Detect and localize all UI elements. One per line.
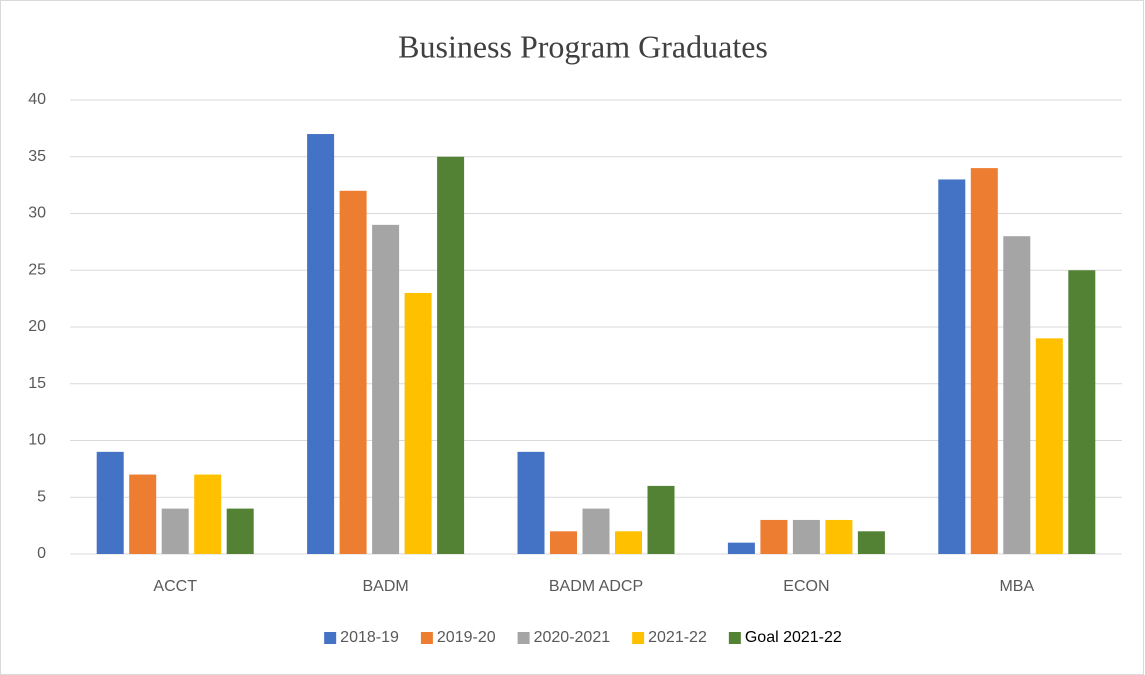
- bar: [792, 519, 820, 554]
- bar: [372, 224, 400, 554]
- bar: [550, 531, 577, 554]
- chart-title: Business Program Graduates: [398, 28, 768, 64]
- bar: [1068, 270, 1096, 554]
- bar: [517, 451, 545, 554]
- legend-label: 2018-19: [340, 629, 399, 646]
- bar: [760, 519, 788, 554]
- x-tick-label: MBA: [999, 578, 1034, 595]
- y-tick-label: 40: [28, 91, 46, 108]
- bar: [582, 508, 610, 554]
- bar: [226, 508, 254, 554]
- bar: [938, 179, 966, 554]
- y-tick-label: 10: [28, 432, 46, 449]
- bar: [96, 451, 124, 554]
- bar: [1003, 236, 1031, 554]
- y-tick-label: 5: [37, 488, 46, 505]
- x-tick-label: ACCT: [153, 578, 197, 595]
- bar: [727, 542, 755, 554]
- bar: [194, 474, 222, 554]
- legend-label: Goal 2021-22: [745, 629, 842, 646]
- legend-swatch: [324, 632, 337, 644]
- bar: [339, 190, 367, 555]
- legend-label: 2020-2021: [534, 629, 611, 646]
- y-tick-label: 20: [28, 318, 46, 335]
- legend-label: 2021-22: [648, 629, 707, 646]
- y-tick-label: 30: [28, 205, 46, 222]
- y-tick-label: 15: [28, 375, 46, 392]
- bar: [857, 531, 885, 554]
- bar: [1035, 338, 1063, 554]
- bar: [404, 292, 432, 554]
- legend-swatch: [420, 632, 433, 644]
- bar: [825, 519, 853, 554]
- x-tick-label: BADM ADCP: [549, 578, 643, 595]
- bar: [129, 474, 157, 554]
- y-tick-label: 35: [28, 148, 46, 165]
- x-tick-label: BADM: [362, 578, 408, 595]
- bar: [970, 168, 998, 554]
- legend-swatch: [728, 632, 741, 644]
- x-tick-label: ECON: [783, 578, 829, 595]
- y-tick-label: 25: [28, 261, 46, 278]
- y-tick-label: 0: [37, 545, 46, 562]
- bar: [647, 485, 675, 554]
- bar: [307, 134, 335, 555]
- legend-swatch: [632, 632, 645, 644]
- legend-swatch: [517, 632, 530, 644]
- bar: [437, 156, 465, 554]
- bar: [615, 531, 642, 554]
- legend-label: 2019-20: [437, 629, 496, 646]
- bar: [161, 508, 189, 554]
